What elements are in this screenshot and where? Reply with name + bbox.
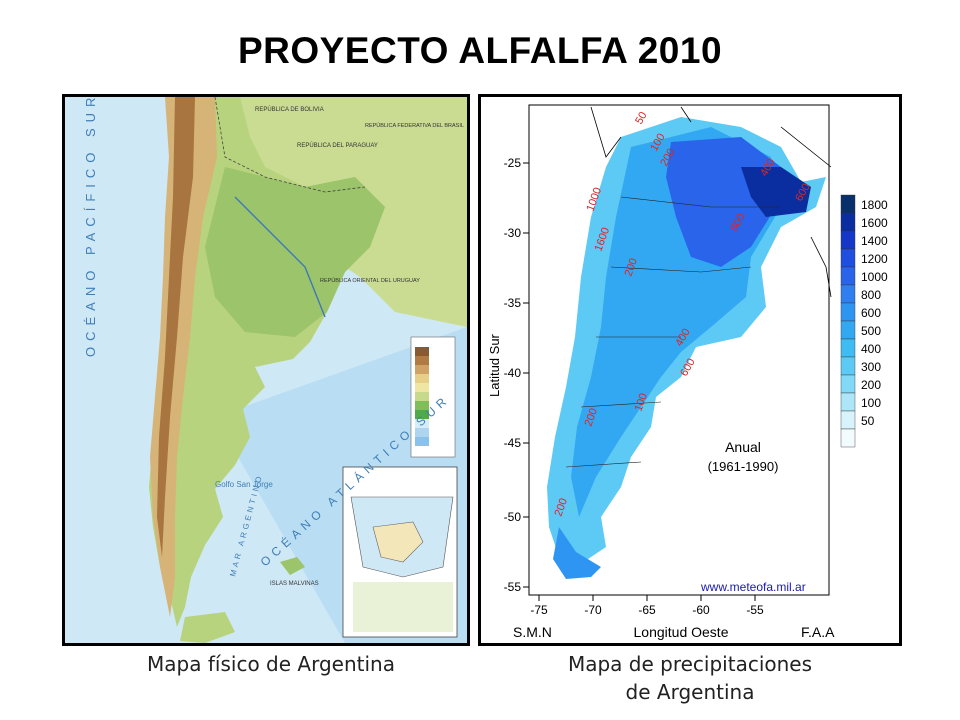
- malvinas-island: [280, 557, 305, 575]
- elevation-legend: [410, 336, 456, 458]
- contour-label: 100: [633, 392, 651, 413]
- contour-label: 200: [623, 257, 641, 278]
- legend-swatch: [840, 410, 856, 430]
- legend-swatch: [840, 284, 856, 304]
- legend-label: 300: [861, 360, 881, 374]
- x-tick-label: -65: [638, 603, 656, 617]
- x-axis-ticks: -75 -70 -65 -60 -55: [530, 595, 764, 617]
- contour-label: 200: [553, 497, 571, 518]
- legend-label: 500: [861, 324, 881, 338]
- label-brasil: REPÚBLICA FEDERATIVA DEL BRASIL: [365, 122, 464, 129]
- caption-physical-map-text: Mapa físico de Argentina: [147, 652, 395, 676]
- elevation-swatch: [415, 401, 429, 410]
- legend-swatch: [840, 320, 856, 340]
- physical-map-panel: REPÚBLICA DE BOLIVIA REPÚBLICA DEL PARAG…: [62, 94, 470, 646]
- precip-region-max: [741, 167, 811, 217]
- y-tick-label: -55: [504, 580, 522, 594]
- lowland-area: [205, 167, 385, 337]
- elevation-swatch: [415, 419, 429, 428]
- legend-label: 1400: [861, 234, 888, 248]
- label-malvinas: ISLAS MALVINAS: [270, 581, 319, 587]
- legend-label: 600: [861, 306, 881, 320]
- contour-label: 50: [633, 110, 650, 127]
- y-tick-label: -35: [504, 296, 522, 310]
- x-tick-label: -55: [746, 603, 764, 617]
- legend-label: 200: [861, 378, 881, 392]
- annotation-anual: Anual: [725, 439, 761, 455]
- legend-swatch: [840, 356, 856, 376]
- precipitation-map-panel: 50 100 200 400 600 800 1000 1600 200 400 600 200 100…: [478, 94, 902, 646]
- annotation-period: (1961-1990): [708, 459, 779, 474]
- y-tick-label: -40: [504, 366, 522, 380]
- legend-swatch: [840, 374, 856, 394]
- caption-physical-map: Mapa físico de Argentina: [62, 650, 480, 678]
- province-lines: [565, 196, 781, 468]
- page-title: PROYECTO ALFALFA 2010: [237, 30, 723, 71]
- y-tick-label: -25: [504, 156, 522, 170]
- legend-swatch: [840, 248, 856, 268]
- elevation-swatch: [415, 365, 429, 374]
- y-tick-label: -30: [504, 226, 522, 240]
- elevation-swatch: [415, 383, 429, 392]
- label-gulf: Golfo San Jorge: [215, 480, 273, 489]
- elevation-swatch: [415, 347, 429, 356]
- precip-region-south: [553, 527, 601, 579]
- legend-swatch: [840, 230, 856, 250]
- elevation-swatch: [415, 374, 429, 383]
- antarctica-inset: [342, 466, 458, 638]
- label-paraguay: REPÚBLICA DEL PARAGUAY: [297, 142, 378, 149]
- caption-precip-line1: Mapa de precipitaciones: [567, 652, 813, 676]
- x-tick-label: -75: [530, 603, 548, 617]
- x-axis-label: Longitud Oeste: [634, 624, 729, 640]
- x-tick-label: -60: [692, 603, 710, 617]
- legend-label: 1800: [861, 198, 888, 212]
- border-line: [214, 97, 366, 193]
- legend-label: 1200: [861, 252, 888, 266]
- elevation-swatch: [415, 392, 429, 401]
- y-axis-label: Latitud Sur: [487, 333, 502, 397]
- river: [234, 196, 326, 318]
- legend-label: 1600: [861, 216, 888, 230]
- legend-swatch: [840, 194, 856, 214]
- andes-peaks: [157, 97, 195, 557]
- elevation-swatch: [415, 356, 429, 365]
- legend-swatch: [840, 392, 856, 412]
- physical-map: REPÚBLICA DE BOLIVIA REPÚBLICA DEL PARAG…: [65, 97, 467, 643]
- legend-swatch: [840, 338, 856, 358]
- legend-label: 100: [861, 396, 881, 410]
- elevation-swatch: [415, 437, 429, 446]
- elevation-swatch: [415, 428, 429, 437]
- website-label: www.meteofa.mil.ar: [700, 580, 806, 594]
- contour-label: 200: [583, 407, 601, 428]
- precip-legend: 1800 1600 1400 1200 1000 800 600 500 400 300 200 10…: [840, 194, 888, 448]
- label-pacific: OCÉANO PACÍFICO SUR: [83, 97, 98, 357]
- legend-swatch: [840, 212, 856, 232]
- legend-swatch: [840, 266, 856, 286]
- footer-smn: S.M.N: [513, 624, 552, 640]
- caption-precip-line2: de Argentina: [625, 680, 755, 704]
- y-axis-ticks: -25 -30 -35 -40 -45 -50 -55: [504, 156, 529, 594]
- legend-label: 800: [861, 288, 881, 302]
- y-tick-label: -50: [504, 510, 522, 524]
- legend-label: 400: [861, 342, 881, 356]
- y-tick-label: -45: [504, 436, 522, 450]
- andes-range: [150, 97, 217, 617]
- legend-swatch: [840, 428, 856, 448]
- legend-label: 50: [861, 414, 875, 428]
- caption-precipitation-map: Mapa de precipitaciones de Argentina: [478, 650, 902, 706]
- label-uruguay: REPÚBLICA ORIENTAL DEL URUGUAY: [320, 277, 420, 284]
- tierra-del-fuego: [180, 612, 235, 643]
- elevation-swatch: [415, 410, 429, 419]
- label-bolivia: REPÚBLICA DE BOLIVIA: [255, 106, 324, 113]
- legend-label: 1000: [861, 270, 888, 284]
- x-tick-label: -70: [584, 603, 602, 617]
- neighbour-borders: [590, 106, 832, 298]
- legend-swatch: [840, 302, 856, 322]
- footer-faa: F.A.A: [801, 624, 835, 640]
